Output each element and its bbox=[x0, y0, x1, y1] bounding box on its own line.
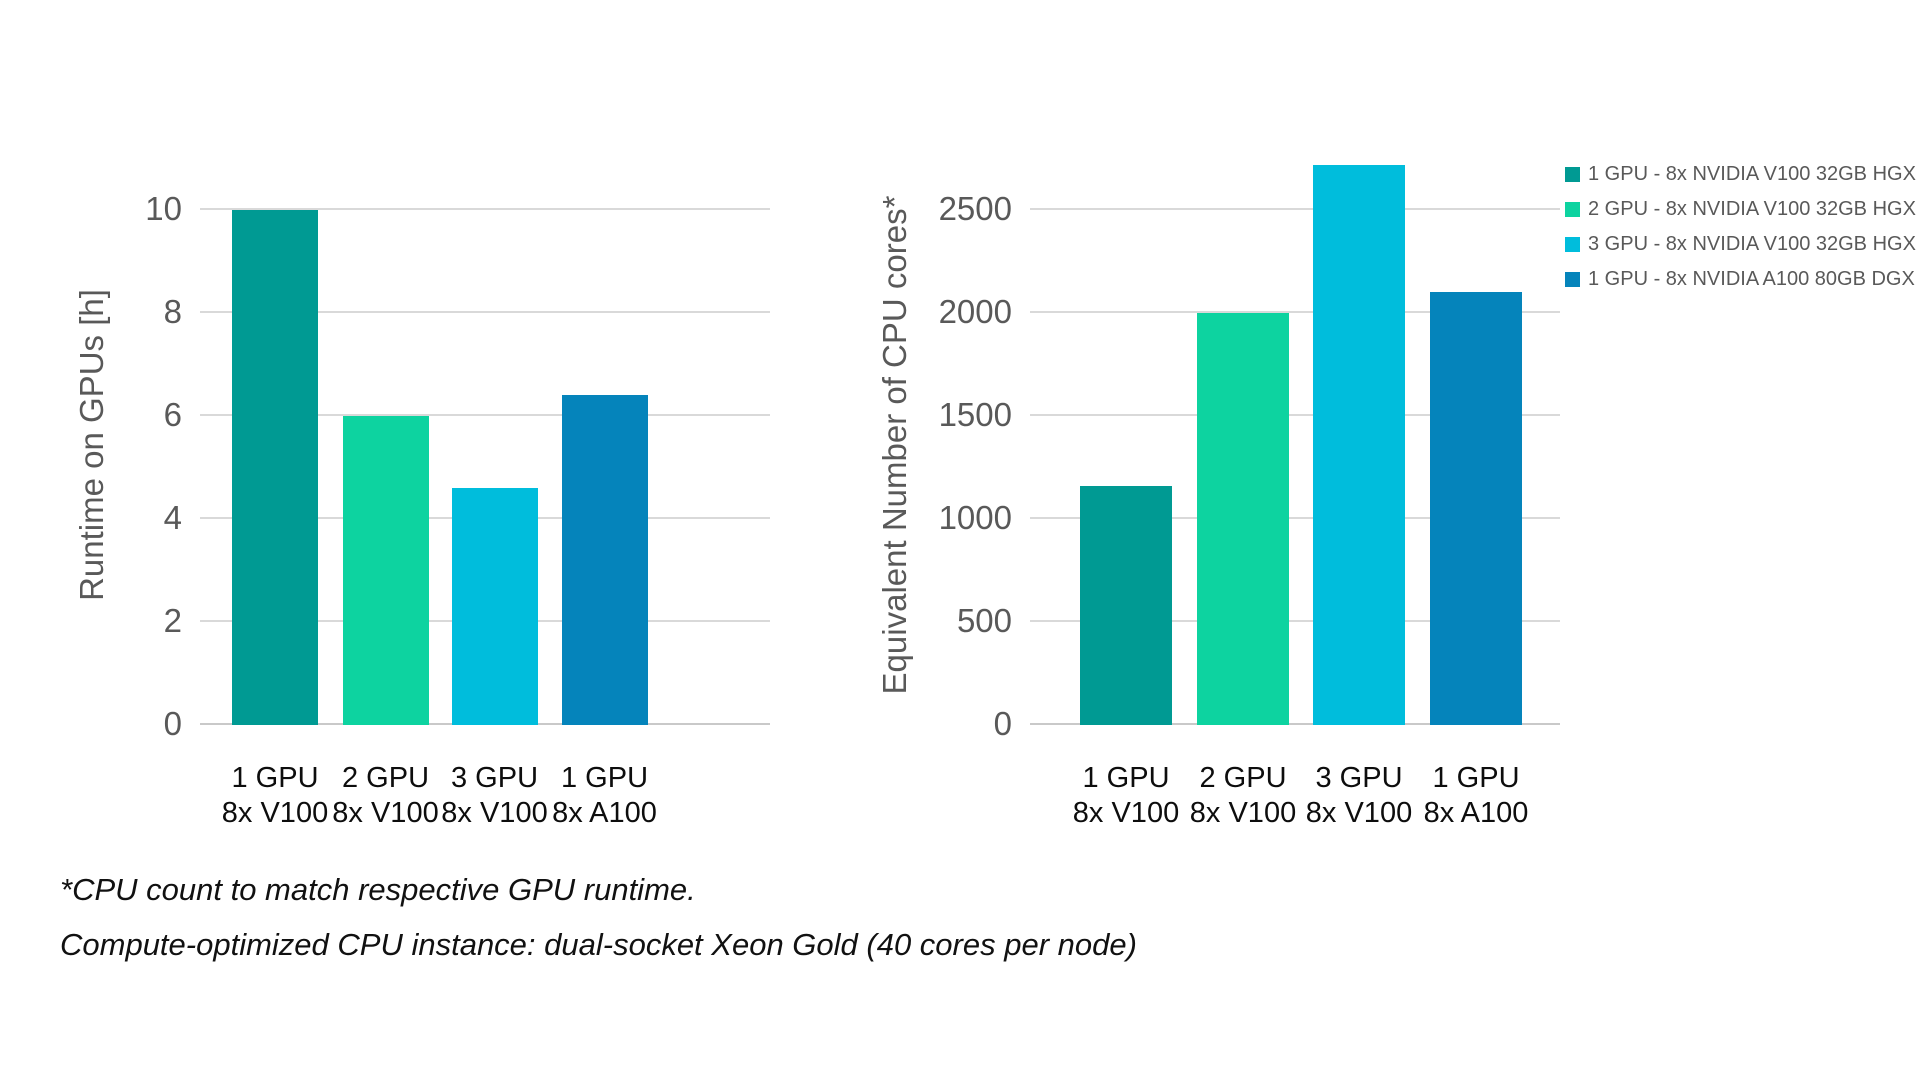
bar bbox=[342, 416, 429, 725]
y-axis-title-cpu-cores: Equivalent Number of CPU cores* bbox=[876, 195, 913, 695]
gridline bbox=[1030, 620, 1560, 622]
x-category-label: 1 GPU 8x A100 bbox=[552, 762, 657, 829]
legend-item: 2 GPU - 8x NVIDIA V100 32GB HGX bbox=[1565, 198, 1916, 220]
x-category-label: 1 GPU 8x V100 bbox=[221, 762, 329, 829]
plot-area-cpu-cores: 0 500 1000 1500 2000 2500 1 GPU 8x V100 2 GPU 8x … bbox=[939, 165, 1560, 829]
plot-area-runtime: 0 2 4 6 8 10 1 GPU 8x V100 2 GPU 8x V100 3 GPU 8x V… bbox=[145, 165, 770, 829]
x-category-label: 2 GPU 8x V100 bbox=[1189, 762, 1297, 829]
bar bbox=[1313, 165, 1405, 725]
x-category-label: 1 GPU 8x A100 bbox=[1423, 762, 1529, 829]
gridline bbox=[1030, 517, 1560, 519]
y-tick-label: 1500 bbox=[938, 396, 1012, 433]
y-tick-label: 2000 bbox=[938, 293, 1012, 330]
y-tick-label: 8 bbox=[163, 293, 182, 330]
bar bbox=[451, 488, 538, 725]
legend-item: 3 GPU - 8x NVIDIA V100 32GB HGX bbox=[1565, 233, 1916, 255]
y-tick-label: 500 bbox=[956, 602, 1012, 639]
y-tick-label: 0 bbox=[993, 705, 1012, 742]
y-tick-label: 4 bbox=[163, 499, 182, 536]
y-tick-label: 0 bbox=[163, 705, 182, 742]
legend-swatch bbox=[1565, 201, 1580, 217]
gridline bbox=[200, 414, 770, 416]
bar bbox=[1197, 313, 1289, 725]
x-category-label: 2 GPU 8x V100 bbox=[332, 762, 439, 829]
gridline bbox=[1030, 311, 1560, 313]
y-tick-label: 6 bbox=[163, 396, 182, 433]
gridline bbox=[1030, 414, 1560, 416]
legend-item: 1 GPU - 8x NVIDIA A100 80GB DGX bbox=[1565, 268, 1916, 290]
gridline bbox=[200, 208, 770, 210]
legend-label: 3 GPU - 8x NVIDIA V100 32GB HGX bbox=[1588, 232, 1916, 255]
gridline bbox=[1030, 723, 1560, 725]
bar bbox=[1430, 292, 1522, 725]
legend-label: 1 GPU - 8x NVIDIA A100 80GB DGX bbox=[1588, 267, 1915, 290]
gridline bbox=[1030, 208, 1560, 210]
legend-label: 2 GPU - 8x NVIDIA V100 32GB HGX bbox=[1588, 197, 1916, 220]
footnote-cpu-count: *CPU count to match respective GPU runti… bbox=[60, 872, 696, 907]
legend-label: 1 GPU - 8x NVIDIA V100 32GB HGX bbox=[1588, 162, 1916, 185]
gridline bbox=[200, 311, 770, 313]
x-category-label: 3 GPU 8x V100 bbox=[441, 762, 548, 829]
legend-swatch bbox=[1565, 271, 1580, 287]
footnote-cpu-instance: Compute-optimized CPU instance: dual-soc… bbox=[60, 927, 1137, 962]
x-category-label: 1 GPU 8x V100 bbox=[1072, 762, 1180, 829]
bar bbox=[1080, 486, 1172, 725]
legend-swatch bbox=[1565, 166, 1580, 182]
y-tick-label: 2 bbox=[163, 602, 182, 639]
y-tick-label: 10 bbox=[145, 190, 182, 227]
x-category-label: 3 GPU 8x V100 bbox=[1305, 762, 1413, 829]
y-tick-label: 2500 bbox=[938, 190, 1012, 227]
legend-swatch bbox=[1565, 236, 1580, 252]
y-axis-title-runtime: Runtime on GPUs [h] bbox=[73, 289, 110, 601]
bar bbox=[561, 395, 648, 725]
chart-legend: 1 GPU - 8x NVIDIA V100 32GB HGX 2 GPU - 8… bbox=[1565, 163, 1916, 303]
bar bbox=[232, 210, 318, 725]
y-tick-label: 1000 bbox=[938, 499, 1012, 536]
legend-item: 1 GPU - 8x NVIDIA V100 32GB HGX bbox=[1565, 163, 1916, 185]
